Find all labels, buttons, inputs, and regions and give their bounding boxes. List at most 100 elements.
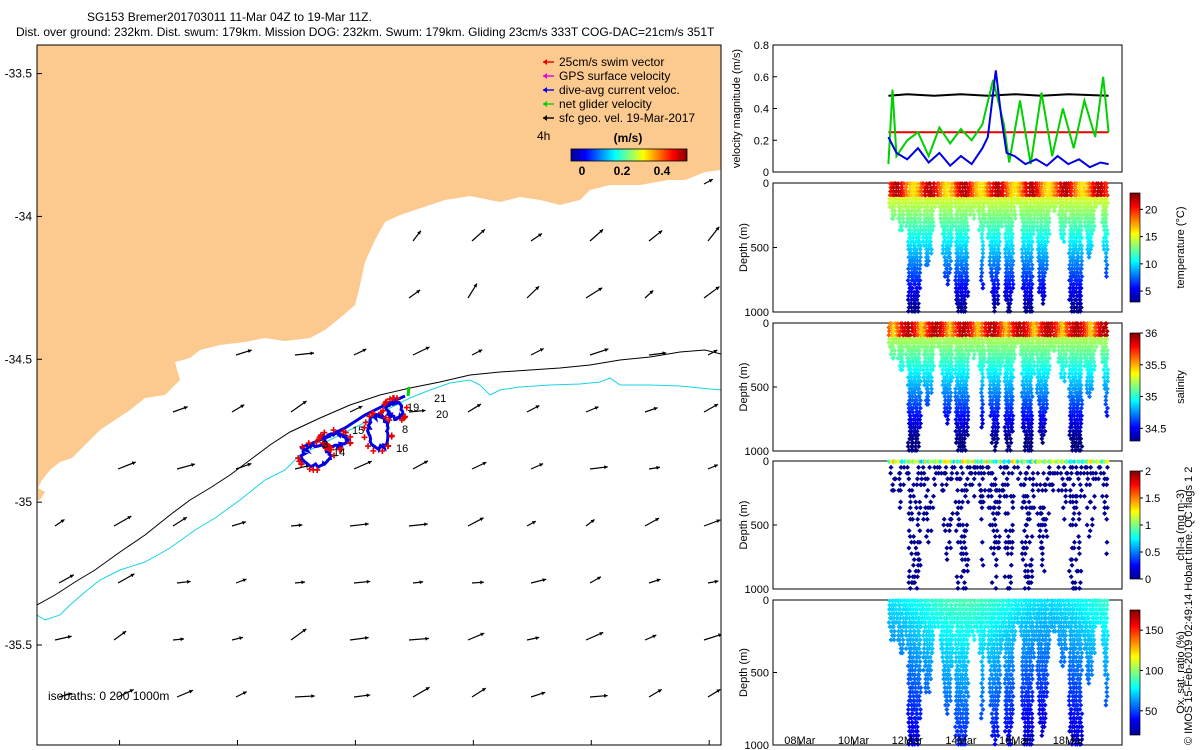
profile-point (949, 227, 954, 233)
profile-point (906, 325, 912, 330)
profile-point (888, 188, 894, 194)
profile-point (975, 192, 981, 198)
profile-point (1029, 297, 1035, 303)
profile-point (996, 231, 1002, 237)
profile-point (949, 200, 955, 206)
profile-point (1006, 305, 1012, 310)
surface-velocity-arrow (408, 636, 429, 641)
profile-point (1046, 208, 1052, 214)
profile-point (996, 223, 1002, 229)
profile-point (914, 254, 920, 260)
surface-velocity-arrow (235, 349, 252, 356)
profile-point (910, 235, 916, 241)
profile-point (946, 262, 952, 268)
profile-point (949, 216, 955, 221)
profile-point (955, 216, 961, 221)
profile-point (1005, 274, 1011, 279)
profile-point (1029, 254, 1035, 260)
profile-point (995, 262, 1001, 268)
profile-point (942, 231, 948, 237)
profile-point (1002, 204, 1008, 210)
swim-vector (403, 404, 410, 411)
profile-point (965, 293, 971, 299)
profile-point (1029, 281, 1035, 287)
profile-point (1058, 227, 1064, 233)
profile-point (1029, 308, 1035, 314)
profile-point (1040, 297, 1046, 303)
profile-point (1095, 181, 1101, 187)
profile-point (1056, 212, 1062, 218)
surface-velocity-arrow (349, 636, 369, 641)
profile-point (1058, 231, 1064, 237)
profile-point (1075, 258, 1081, 264)
profile-point (1038, 219, 1044, 225)
profile-point (1002, 250, 1008, 256)
profile-point (1030, 181, 1036, 187)
profile-point (1062, 185, 1068, 190)
profile-point (911, 363, 917, 369)
profile-point (908, 250, 914, 256)
profile-point (926, 219, 932, 225)
profile-point (959, 262, 965, 268)
profile-point (912, 227, 918, 233)
profile-point (887, 192, 893, 198)
profile-point (963, 246, 969, 252)
profile-point (1043, 243, 1049, 249)
profile-point (908, 227, 913, 233)
surface-velocity-arrow (113, 630, 127, 641)
profile-point (908, 401, 913, 407)
profile-point (1103, 216, 1109, 221)
profile-point (999, 223, 1005, 229)
profile-point (910, 409, 916, 415)
profile-point (978, 274, 984, 279)
profile-point (1104, 262, 1110, 268)
profile-point (895, 321, 901, 327)
profile-point (994, 289, 999, 295)
profile-point (1035, 235, 1041, 241)
profile-point (1077, 289, 1083, 295)
scale-arrow-label: 4h (537, 129, 550, 143)
profile-point (1010, 243, 1016, 249)
profile-point (901, 181, 907, 187)
surface-velocity-arrow (172, 516, 188, 527)
profile-point (1073, 289, 1079, 295)
profile-point (1000, 188, 1006, 194)
profile-point (900, 363, 906, 369)
profile-point (997, 239, 1003, 245)
profile-point (1091, 216, 1097, 221)
profile-point (995, 270, 1001, 276)
profile-point (941, 181, 947, 187)
profile-point (992, 308, 997, 314)
profile-point (980, 243, 986, 249)
profile-point (906, 321, 911, 327)
profile-point (1060, 204, 1066, 210)
profile-point (1005, 208, 1010, 214)
profile-point (1103, 270, 1109, 276)
profile-point (970, 208, 976, 214)
profile-point (1078, 277, 1084, 283)
surface-velocity-arrow (408, 408, 426, 413)
profile-point (935, 196, 941, 202)
profile-point (1089, 231, 1095, 237)
profile-point (985, 219, 991, 225)
profile-point (1005, 243, 1011, 249)
profile-point (1007, 301, 1013, 307)
profile-point (938, 216, 943, 221)
profile-point (917, 277, 923, 283)
profile-point (1004, 289, 1010, 295)
legend-arrowhead (543, 59, 547, 65)
swim-vector (314, 466, 321, 473)
profile-point (908, 212, 914, 218)
surface-velocity-arrow (589, 693, 608, 698)
profile-point (1078, 301, 1084, 307)
profile-point (1087, 250, 1093, 256)
surface-velocity-arrow (54, 635, 72, 641)
profile-point (1092, 185, 1098, 190)
profile-point (1029, 266, 1035, 272)
dive-label: 16 (396, 443, 408, 455)
profile-point (897, 200, 903, 206)
velocity-frame (772, 44, 1123, 173)
profile-point (979, 181, 985, 187)
profile-point (987, 181, 993, 187)
profile-point (960, 289, 965, 295)
